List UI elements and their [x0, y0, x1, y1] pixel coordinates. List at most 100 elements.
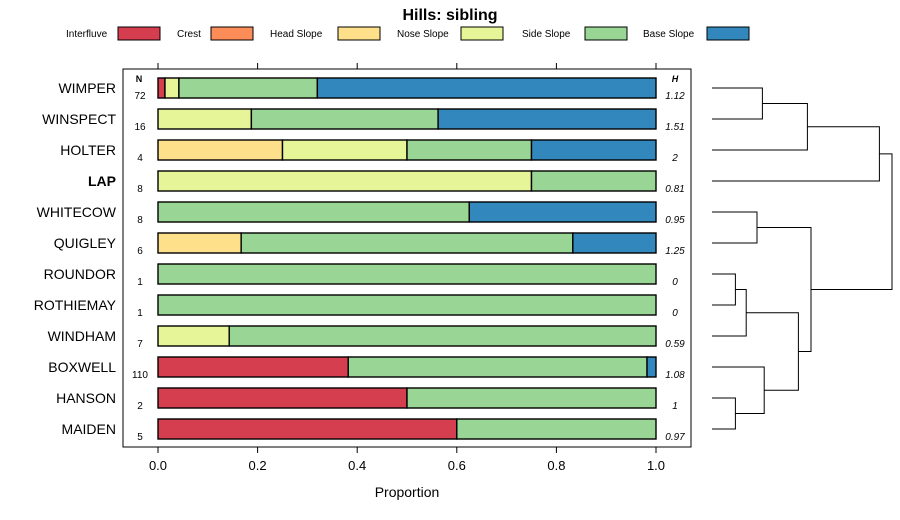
n-value-hanson: 2: [137, 401, 143, 412]
bar-wimper-base-slope: [316, 77, 657, 99]
bar-maiden-interfluve: [157, 418, 458, 440]
bar-boxwell-base-slope: [646, 356, 657, 378]
dendrogram-link-0: [712, 87, 763, 120]
x-tick-label-4: 0.8: [547, 458, 565, 473]
bar-lap-nose-slope: [157, 170, 533, 192]
legend-label-nose-slope: Nose Slope: [397, 29, 449, 40]
n-value-whitecow: 8: [137, 215, 143, 226]
dendrogram-link-6: [712, 397, 736, 430]
h-value-whitecow: 0.95: [665, 215, 685, 226]
bar-quigley-base-slope: [572, 232, 657, 254]
bar-lap-side-slope: [530, 170, 657, 192]
n-value-roundor: 1: [137, 277, 143, 288]
category-label-rothiemay: ROTHIEMAY: [34, 297, 117, 313]
x-tick-label-2: 0.4: [348, 458, 366, 473]
x-tick-label-3: 0.6: [448, 458, 466, 473]
bar-windham-side-slope: [228, 325, 657, 347]
h-value-roundor: 0: [672, 277, 678, 288]
bar-roundor-side-slope: [157, 263, 657, 285]
category-label-windham: WINDHAM: [48, 328, 116, 344]
legend-label-side-slope: Side Slope: [522, 29, 571, 40]
bar-holter-nose-slope: [281, 139, 408, 161]
x-tick-label-5: 1.0: [647, 458, 665, 473]
category-label-whitecow: WHITECOW: [37, 204, 117, 220]
bar-hanson-interfluve: [157, 387, 408, 409]
bar-quigley-head-slope: [157, 232, 242, 254]
h-value-windham: 0.59: [665, 339, 685, 350]
n-value-winspect: 16: [134, 122, 146, 133]
bar-holter-head-slope: [157, 139, 284, 161]
bar-maiden-side-slope: [456, 418, 657, 440]
legend-swatch-interfluve: [117, 26, 161, 41]
legend-swatch-side-slope: [584, 26, 628, 41]
dendrogram-link-9: [757, 227, 812, 352]
n-column-header: N: [136, 74, 143, 84]
legend-label-crest: Crest: [177, 29, 201, 40]
bar-winspect-side-slope: [250, 108, 439, 130]
n-value-lap: 8: [137, 184, 143, 195]
legend-label-base-slope: Base Slope: [643, 29, 695, 40]
n-value-wimper: 72: [134, 91, 146, 102]
n-value-windham: 7: [137, 339, 143, 350]
category-label-roundor: ROUNDOR: [44, 266, 116, 282]
h-column-header: H: [672, 74, 679, 84]
bar-boxwell-side-slope: [347, 356, 648, 378]
category-label-lap: LAP: [88, 173, 116, 189]
category-label-boxwell: BOXWELL: [48, 359, 116, 375]
bar-quigley-side-slope: [240, 232, 574, 254]
legend-label-interfluve: Interfluve: [66, 29, 108, 40]
legend-swatch-crest: [210, 26, 254, 41]
n-value-holter: 4: [137, 153, 143, 164]
n-value-quigley: 6: [137, 246, 143, 257]
dendrogram-link-2: [712, 126, 880, 182]
h-value-quigley: 1.25: [665, 246, 685, 257]
bar-wimper-side-slope: [178, 77, 319, 99]
bar-windham-nose-slope: [157, 325, 230, 347]
legend-swatch-base-slope: [706, 26, 750, 41]
dendrogram-link-3: [712, 211, 758, 244]
legend-swatch-nose-slope: [460, 26, 504, 41]
legend-swatch-head-slope: [337, 26, 381, 41]
bar-boxwell-interfluve: [157, 356, 349, 378]
bar-holter-base-slope: [530, 139, 657, 161]
dendrogram-link-8: [746, 312, 799, 391]
category-label-quigley: QUIGLEY: [54, 235, 117, 251]
h-value-lap: 0.81: [665, 184, 684, 195]
x-tick-label-0: 0.0: [149, 458, 167, 473]
n-value-maiden: 5: [137, 432, 143, 443]
legend: Interfluve Crest Head Slope Nose Slope Side …: [66, 26, 750, 41]
bar-hanson-side-slope: [406, 387, 657, 409]
bar-wimper-interfluve: [157, 77, 166, 99]
category-label-holter: HOLTER: [60, 142, 116, 158]
dendrogram-link-7: [712, 366, 765, 414]
bar-whitecow-base-slope: [468, 201, 657, 223]
dendrogram-link-4: [712, 273, 736, 306]
bar-rothiemay-side-slope: [157, 294, 657, 316]
plot-panel: [122, 68, 692, 448]
dendrogram-link-5: [712, 289, 747, 337]
x-tick-label-1: 0.2: [249, 458, 267, 473]
h-value-rothiemay: 0: [672, 308, 678, 319]
bar-whitecow-side-slope: [157, 201, 470, 223]
h-value-wimper: 1.12: [665, 91, 685, 102]
n-value-rothiemay: 1: [137, 308, 143, 319]
category-label-maiden: MAIDEN: [62, 421, 116, 437]
x-axis: 0.0 0.2 0.4 0.6 0.8 1.0: [149, 63, 665, 473]
bar-wimper-nose-slope: [164, 77, 180, 99]
chart-title: Hills: sibling: [402, 7, 497, 24]
bar-winspect-base-slope: [437, 108, 657, 130]
n-value-boxwell: 110: [132, 370, 148, 381]
h-value-maiden: 0.97: [665, 432, 685, 443]
dendrogram: [712, 87, 893, 430]
category-label-wimper: WIMPER: [58, 80, 116, 96]
legend-label-head-slope: Head Slope: [270, 29, 323, 40]
dendrogram-link-10: [811, 153, 893, 290]
category-label-hanson: HANSON: [56, 390, 116, 406]
h-value-hanson: 1: [672, 401, 678, 412]
dendrogram-link-1: [712, 103, 808, 151]
category-label-winspect: WINSPECT: [42, 111, 116, 127]
h-value-boxwell: 1.08: [665, 370, 685, 381]
x-axis-label: Proportion: [375, 484, 440, 500]
